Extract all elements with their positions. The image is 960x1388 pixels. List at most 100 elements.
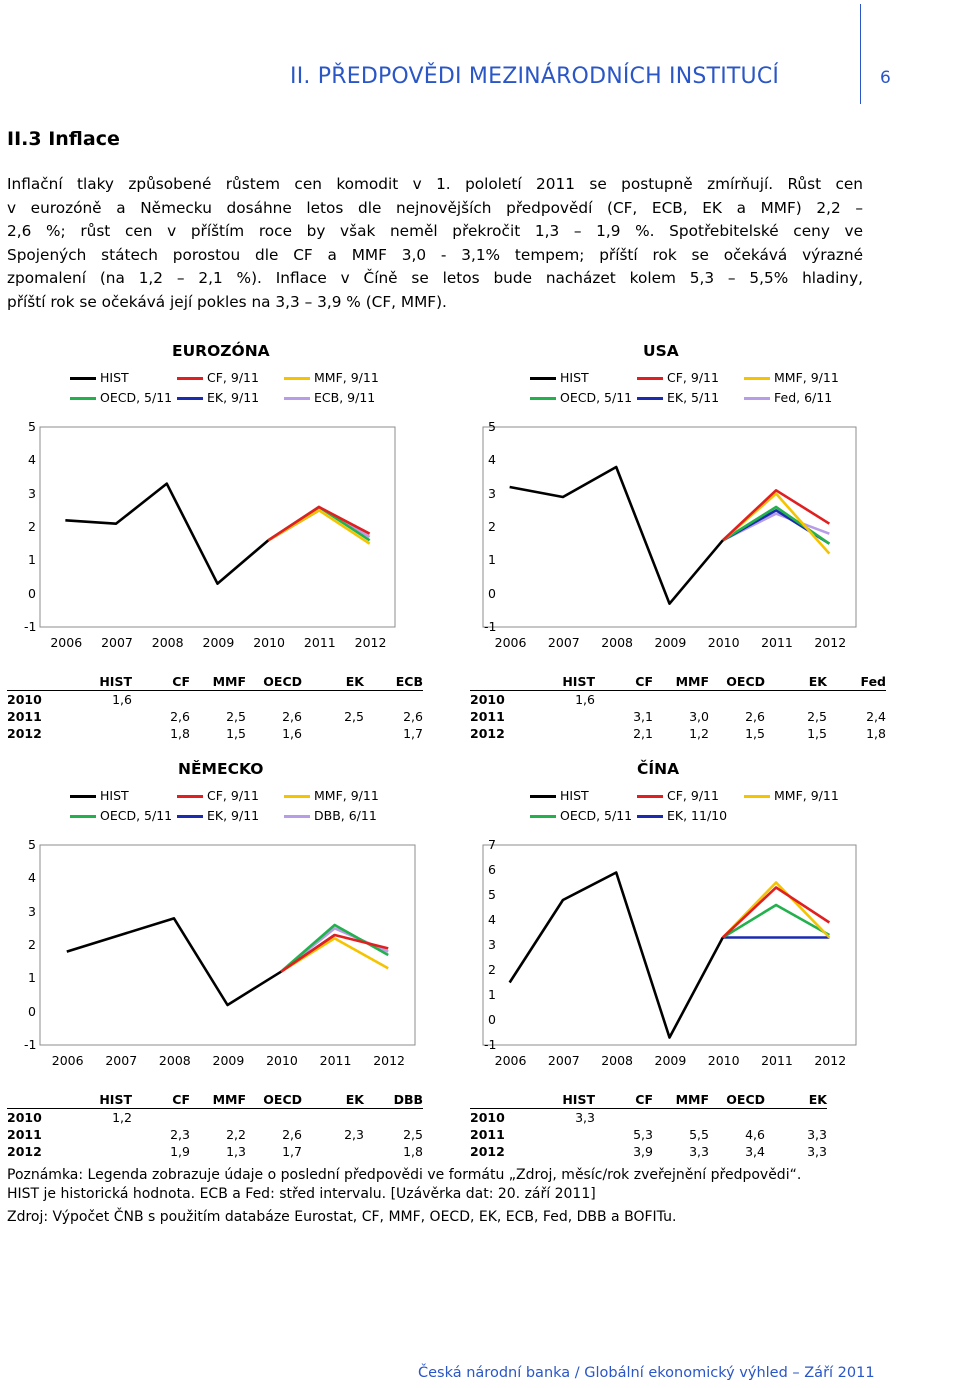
x-tick-label: 2012 [373, 1053, 406, 1068]
paragraph-line: Inflační tlaky způsobené růstem cen komo… [7, 175, 863, 193]
table-cell: 2011 [7, 709, 42, 724]
legend-label: EK, 11/10 [667, 808, 728, 823]
y-tick-label: 0 [28, 1003, 36, 1019]
y-tick-label: 4 [488, 452, 496, 468]
y-tick-label: 4 [488, 912, 496, 927]
legend-swatch [284, 377, 310, 380]
table-row: 2011 5,3 5,5 4,6 3,3 [470, 1126, 827, 1143]
table-row: 2012 3,9 3,3 3,4 3,3 [470, 1143, 827, 1160]
table-header-cell [470, 1091, 530, 1109]
x-tick-label: 2008 [158, 1053, 191, 1068]
series-line-oecd [722, 505, 831, 545]
plot-area [482, 844, 857, 1046]
table-cell: 2010 [470, 692, 505, 707]
legend-swatch [637, 795, 663, 798]
table-header-cell: HIST [67, 1091, 132, 1109]
table-cell: 2,5 [403, 1127, 423, 1142]
series-line-hist [508, 871, 724, 1039]
table-header-cell: MMF [653, 1091, 709, 1109]
x-tick-label: 2007 [101, 635, 133, 650]
table-cell [302, 1109, 364, 1127]
series-line-cf [280, 933, 389, 973]
table-row: 2010 1,6 [7, 691, 423, 709]
table-row: 2011 2,6 2,5 2,6 2,5 2,6 [7, 708, 423, 725]
table-header-cell: ECB [364, 673, 423, 691]
table-cell: 2010 [7, 692, 42, 707]
table-cell [653, 691, 709, 709]
table-cell: 3,3 [575, 1110, 595, 1125]
y-tick-label: 0 [28, 585, 36, 601]
table-cell [246, 691, 302, 709]
table-cell: 2012 [7, 726, 42, 741]
legend-swatch [177, 815, 203, 818]
y-tick-label: 0 [488, 1012, 496, 1027]
y-tick-label: 3 [28, 485, 36, 501]
legend-label: CF, 9/11 [207, 788, 259, 803]
legend-swatch [177, 397, 203, 400]
legend-swatch [530, 377, 556, 380]
legend-label: HIST [560, 788, 589, 803]
chart-plot [39, 426, 396, 628]
table-cell: 2,2 [226, 1127, 246, 1142]
legend-label: EK, 9/11 [207, 808, 260, 823]
x-tick-label: 2011 [303, 635, 336, 650]
table-row: 2012 1,9 1,3 1,7 1,8 [7, 1143, 423, 1160]
table-header-cell: OECD [709, 673, 765, 691]
table-cell: 2,6 [170, 709, 190, 724]
table-header-cell: OECD [246, 673, 302, 691]
page-number: 6 [880, 68, 891, 88]
legend-swatch [284, 397, 310, 400]
table-cell [132, 691, 190, 709]
legend-label: OECD, 5/11 [560, 390, 633, 405]
x-tick-label: 2008 [601, 1053, 634, 1068]
x-tick-label: 2008 [151, 635, 184, 650]
legend-label: HIST [560, 370, 589, 385]
table-row: 2010 1,2 [7, 1109, 423, 1127]
legend-label: HIST [100, 370, 129, 385]
table-cell [132, 1109, 190, 1127]
table-cell [530, 708, 595, 725]
y-tick-label: -1 [484, 619, 497, 634]
legend-swatch [744, 795, 770, 798]
table-cell: 1,3 [226, 1144, 246, 1159]
legend-label: HIST [100, 788, 129, 803]
table-cell: 4,6 [745, 1127, 765, 1142]
table-cell: 1,6 [112, 692, 132, 707]
y-tick-label: 1 [488, 987, 496, 1002]
x-tick-label: 2012 [354, 635, 387, 650]
legend-swatch [530, 397, 556, 400]
legend-label: EK, 5/11 [667, 390, 720, 405]
table-header-row: HIST CF MMF OECD EK DBB [7, 1091, 423, 1109]
x-tick-label: 2008 [601, 635, 634, 650]
table-cell [530, 1126, 595, 1143]
table-cell: 3,3 [807, 1144, 827, 1159]
table-cell: 2,3 [344, 1127, 364, 1142]
legend-swatch [530, 815, 556, 818]
table-cell: 1,8 [866, 726, 886, 741]
table-cell: 1,6 [282, 726, 302, 741]
table-cell [595, 1109, 653, 1127]
legend-swatch [744, 397, 770, 400]
table-header-cell: EK [302, 673, 364, 691]
table-cell: 1,7 [403, 726, 423, 741]
chart-title: USA [643, 342, 679, 360]
legend-label: MMF, 9/11 [314, 370, 379, 385]
y-tick-label: 2 [28, 937, 36, 952]
header-divider [860, 4, 861, 104]
x-tick-label: 2006 [494, 1053, 527, 1068]
series-line-hist [65, 482, 270, 585]
table-cell: 1,2 [689, 726, 709, 741]
table-header-row: HIST CF MMF OECD EK Fed [470, 673, 886, 691]
table-cell [302, 1143, 364, 1160]
y-tick-label: 4 [28, 870, 36, 886]
y-tick-label: -1 [484, 1037, 497, 1052]
x-tick-label: 2009 [202, 635, 235, 650]
table-cell: 2012 [470, 726, 505, 741]
table-cell [67, 1143, 132, 1160]
note-source: Zdroj: Výpočet ČNB s použitím databáze E… [7, 1209, 677, 1225]
table-cell: 2011 [470, 1127, 505, 1142]
table-cell [190, 1109, 246, 1127]
table-cell [827, 691, 886, 709]
x-tick-label: 2006 [494, 635, 527, 650]
table-row: 2012 2,1 1,2 1,5 1,5 1,8 [470, 725, 886, 742]
